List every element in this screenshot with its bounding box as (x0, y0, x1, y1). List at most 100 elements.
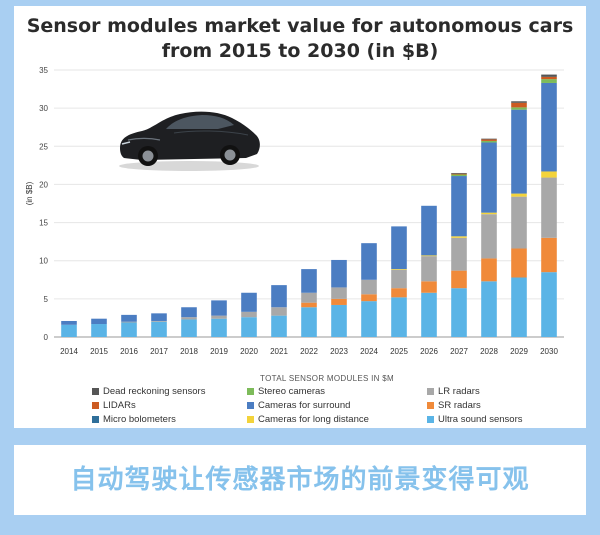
bar-segment (421, 205, 437, 256)
bar-segment (361, 294, 377, 302)
bar-segment (91, 318, 107, 325)
x-tick-label: 2021 (270, 347, 288, 356)
legend-swatch (247, 416, 254, 423)
bar-segment (391, 269, 407, 289)
bar-segment (151, 313, 167, 321)
bar-segment (61, 324, 77, 337)
bar-segment (451, 176, 467, 237)
bar-segment (511, 277, 527, 337)
bar-segment (541, 74, 557, 77)
x-tick-label: 2025 (390, 347, 408, 356)
bar-segment (511, 193, 527, 197)
bar-segment (211, 318, 227, 337)
bar-segment (481, 140, 497, 143)
bar-segment (301, 292, 317, 303)
x-tick-label: 2023 (330, 347, 348, 356)
bar-segment (181, 319, 197, 337)
y-axis-label: (in $B) (25, 181, 34, 205)
legend: TOTAL SENSOR MODULES IN $M Dead reckonin… (92, 374, 562, 426)
bar-segment (421, 281, 437, 293)
x-tick-label: 2019 (210, 347, 228, 356)
x-tick-label: 2020 (240, 347, 258, 356)
bar-segment (481, 142, 497, 213)
legend-label: LIDARs (103, 400, 136, 411)
bar-segment (181, 307, 197, 318)
bar-segment (391, 297, 407, 337)
legend-item: Cameras for long distance (247, 414, 369, 425)
bar-segment (451, 172, 467, 174)
bar-segment (541, 171, 557, 178)
legend-title: TOTAL SENSOR MODULES IN $M (260, 374, 394, 383)
legend-item: LIDARs (92, 400, 136, 411)
bar-segment (151, 320, 167, 322)
bar-segment (361, 279, 377, 295)
bar-segment (421, 292, 437, 337)
legend-item: SR radars (427, 400, 481, 411)
bar-segment (481, 138, 497, 140)
bar-segment (121, 322, 137, 337)
bar-segment (511, 101, 527, 103)
legend-swatch (92, 388, 99, 395)
legend-label: Ultra sound sensors (438, 414, 523, 425)
legend-swatch (247, 402, 254, 409)
legend-item: Cameras for surround (247, 400, 350, 411)
x-tick-label: 2016 (120, 347, 138, 356)
legend-label: Cameras for surround (258, 400, 351, 411)
bar-segment (271, 315, 287, 337)
bar-segment (541, 79, 557, 83)
chart-card: Sensor modules market value for autonomo… (14, 6, 586, 428)
legend-item: LR radars (427, 386, 480, 397)
y-tick-label: 20 (39, 180, 48, 189)
legend-label: SR radars (438, 400, 481, 411)
y-tick-label: 10 (39, 257, 48, 266)
bar-segment (451, 174, 467, 177)
x-tick-label: 2027 (450, 347, 468, 356)
bar-segment (301, 302, 317, 308)
bar-segment (151, 321, 167, 337)
bar-segment (301, 307, 317, 337)
bar-segment (391, 288, 407, 298)
legend-label: Micro bolometers (103, 414, 176, 425)
legend-swatch (427, 388, 434, 395)
bar-segment (511, 196, 527, 249)
bar-segment (481, 258, 497, 282)
bar-segment (541, 237, 557, 273)
x-tick-label: 2030 (540, 347, 558, 356)
legend-item: Dead reckoning sensors (92, 386, 205, 397)
bar-segment (541, 272, 557, 337)
x-tick-label: 2022 (300, 347, 318, 356)
legend-item: Micro bolometers (92, 414, 176, 425)
bar-segment (361, 243, 377, 280)
bar-segment (271, 285, 287, 308)
bar-segment (511, 109, 527, 194)
y-tick-label: 15 (39, 219, 48, 228)
bar-segment (451, 173, 467, 175)
bar-segment (241, 311, 257, 318)
y-tick-label: 25 (39, 142, 48, 151)
legend-swatch (92, 402, 99, 409)
bar-segment (391, 226, 407, 270)
bar-segment (451, 288, 467, 337)
bar-segment (241, 317, 257, 337)
bar-segment (61, 320, 77, 325)
bar-segment (421, 256, 437, 282)
bar-segment (271, 307, 287, 316)
bar-segment (511, 107, 527, 110)
bar-segment (241, 292, 257, 312)
bar-segment (331, 259, 347, 288)
x-tick-label: 2014 (60, 347, 78, 356)
legend-label: Stereo cameras (258, 386, 326, 397)
bar-segment (121, 314, 137, 322)
legend-item: Ultra sound sensors (427, 414, 522, 425)
x-tick-label: 2015 (90, 347, 108, 356)
legend-label: Dead reckoning sensors (103, 386, 206, 397)
bar-segment (421, 255, 437, 257)
bar-segment (211, 315, 227, 319)
y-tick-label: 0 (44, 333, 49, 342)
bar-segment (121, 321, 137, 323)
bar-segment (541, 82, 557, 172)
legend-item: Stereo cameras (247, 386, 325, 397)
bar-segment (301, 269, 317, 293)
legend-swatch (427, 402, 434, 409)
